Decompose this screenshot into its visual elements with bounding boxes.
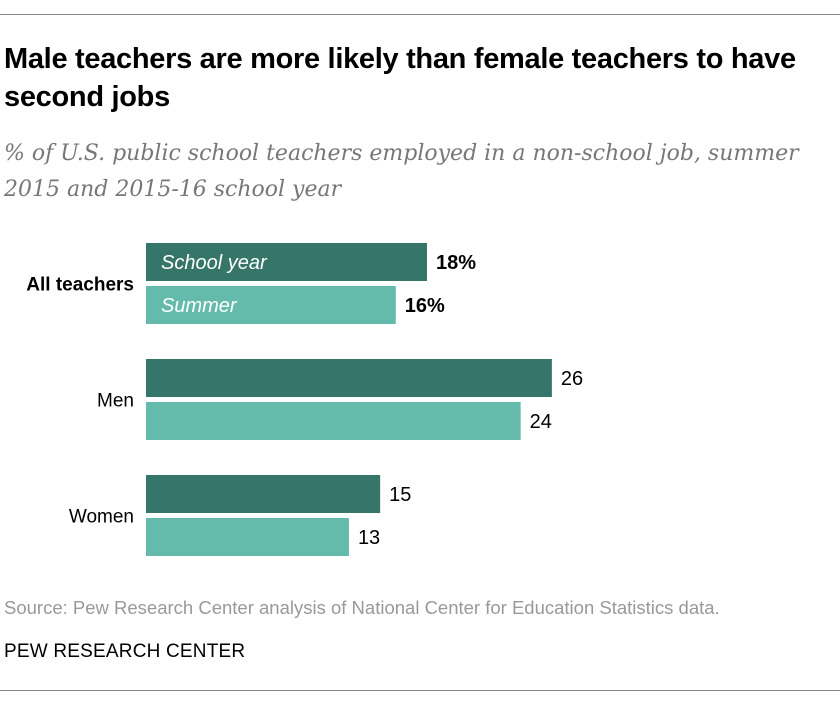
data-label: 18% bbox=[436, 252, 476, 274]
bar-school-year bbox=[146, 243, 427, 281]
bar-summer bbox=[146, 402, 521, 440]
brand-label: PEW RESEARCH CENTER bbox=[4, 641, 246, 662]
chart-subtitle: % of U.S. public school teachers employe… bbox=[4, 141, 799, 202]
bar-summer bbox=[146, 286, 396, 324]
data-label: 15 bbox=[389, 484, 411, 506]
category-label: Women bbox=[69, 507, 134, 528]
bar-summer bbox=[146, 518, 349, 556]
legend-label: Summer bbox=[161, 295, 238, 317]
bar-school-year bbox=[146, 359, 552, 397]
top-rule bbox=[0, 14, 840, 15]
source-note: Source: Pew Research Center analysis of … bbox=[4, 597, 720, 618]
bottom-rule bbox=[0, 690, 840, 691]
data-label: 13 bbox=[358, 527, 380, 549]
bar-school-year bbox=[146, 475, 381, 513]
data-label: 16% bbox=[405, 295, 445, 317]
data-label: 26 bbox=[561, 368, 583, 390]
legend-label: School year bbox=[161, 252, 268, 274]
category-label: All teachers bbox=[26, 275, 134, 296]
category-label: Men bbox=[97, 391, 134, 412]
data-label: 24 bbox=[530, 411, 552, 433]
chart-title: Male teachers are more likely than femal… bbox=[4, 43, 796, 113]
